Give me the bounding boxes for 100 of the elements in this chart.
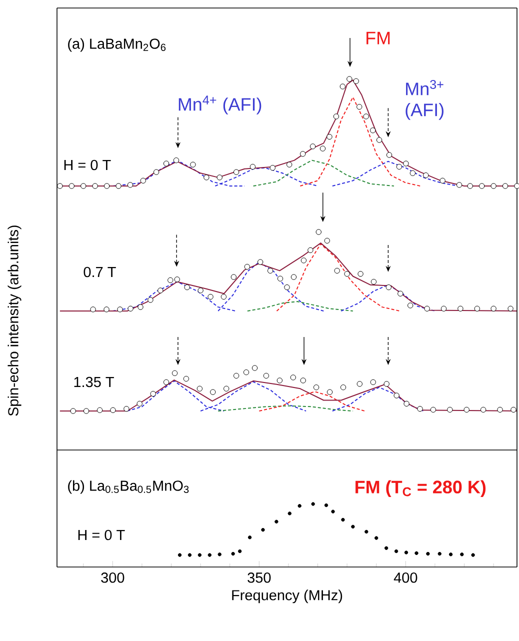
point — [460, 552, 464, 556]
point — [490, 306, 496, 312]
point — [68, 183, 74, 189]
point — [358, 271, 364, 277]
point — [96, 407, 103, 413]
point — [127, 182, 134, 188]
point — [163, 160, 170, 166]
point — [250, 164, 256, 170]
point — [163, 379, 170, 386]
point — [311, 502, 315, 506]
point — [252, 365, 258, 371]
point — [430, 406, 436, 413]
point — [404, 400, 410, 407]
point — [353, 78, 359, 84]
point — [300, 258, 307, 264]
point — [276, 378, 283, 384]
point — [90, 306, 96, 312]
point — [356, 381, 363, 387]
point — [376, 137, 382, 143]
x-tick-label: 400 — [394, 572, 418, 583]
point — [263, 372, 270, 379]
point — [410, 170, 416, 176]
point — [398, 290, 404, 296]
point — [208, 294, 214, 300]
point — [286, 162, 292, 168]
point — [320, 146, 326, 152]
point — [208, 553, 212, 557]
point — [438, 552, 442, 556]
point — [57, 183, 63, 189]
point — [448, 552, 453, 556]
text: 0.7 T — [84, 266, 116, 278]
point — [394, 549, 398, 554]
point — [148, 297, 154, 303]
point — [196, 386, 203, 392]
point — [70, 408, 76, 414]
point — [244, 264, 250, 270]
point — [290, 274, 297, 280]
point — [290, 374, 296, 380]
point — [233, 372, 240, 379]
point — [243, 369, 250, 376]
point — [386, 152, 392, 158]
point — [351, 524, 355, 529]
point — [288, 512, 292, 516]
point — [403, 160, 409, 166]
point — [277, 276, 284, 282]
point — [316, 229, 322, 235]
point — [502, 183, 508, 189]
point — [117, 306, 123, 312]
point — [198, 288, 204, 294]
point — [374, 536, 378, 540]
point — [394, 392, 400, 398]
text: FM — [366, 32, 390, 44]
point — [198, 553, 202, 557]
point — [384, 546, 388, 550]
point — [267, 268, 274, 274]
point — [440, 178, 446, 184]
point — [478, 183, 485, 189]
point — [210, 389, 216, 395]
point — [284, 284, 290, 290]
point — [334, 268, 340, 274]
point — [300, 378, 306, 384]
x-tick-label: 350 — [248, 572, 271, 583]
point — [216, 174, 222, 180]
point — [173, 157, 180, 164]
point — [136, 400, 142, 407]
point — [190, 162, 196, 168]
point — [124, 406, 130, 412]
point — [116, 183, 122, 189]
point — [440, 306, 447, 312]
annotation: Mn$^{3+}$ (AFI) — [406, 80, 444, 120]
point — [188, 553, 192, 557]
point — [490, 183, 496, 189]
annotation: Mn$^{4+}$ (AFI) — [178, 96, 262, 114]
point — [310, 144, 316, 150]
chart-title: (a) LaBaMn$_{2}$O$_{6}$ — [68, 38, 166, 52]
point — [364, 530, 368, 534]
point — [80, 183, 86, 189]
x-tick-label: 300 — [101, 572, 124, 583]
point — [324, 238, 330, 244]
point — [104, 183, 110, 189]
point — [370, 379, 376, 386]
point — [384, 381, 390, 387]
point — [326, 389, 333, 395]
point — [233, 169, 240, 175]
text: H = 0 T — [78, 530, 125, 540]
x-axis-title: Frequency (MHz) — [232, 590, 342, 604]
point — [324, 503, 328, 508]
point — [204, 174, 210, 180]
point — [261, 528, 265, 532]
point — [92, 183, 98, 189]
point — [424, 306, 430, 312]
point — [340, 384, 346, 390]
point — [238, 549, 242, 554]
point — [474, 306, 480, 312]
point — [417, 406, 423, 412]
point — [467, 183, 473, 189]
point — [270, 164, 276, 171]
point — [230, 274, 237, 280]
point — [83, 408, 90, 414]
point — [184, 284, 190, 290]
